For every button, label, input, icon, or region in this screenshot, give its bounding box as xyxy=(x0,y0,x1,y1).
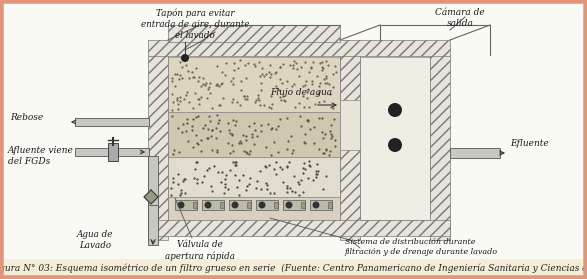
Bar xyxy=(283,200,305,210)
Bar xyxy=(75,118,149,126)
Circle shape xyxy=(204,201,211,208)
Bar xyxy=(220,202,224,208)
Bar xyxy=(148,205,158,245)
Bar xyxy=(247,202,251,208)
Bar xyxy=(340,100,360,150)
Text: Agua de
Lavado: Agua de Lavado xyxy=(77,230,113,250)
Bar xyxy=(148,156,158,231)
Text: Cámara de
salida: Cámara de salida xyxy=(435,8,485,28)
Bar xyxy=(450,148,500,158)
Bar xyxy=(168,25,340,42)
Text: Flujo de agua: Flujo de agua xyxy=(270,88,332,97)
Bar xyxy=(148,220,450,236)
Circle shape xyxy=(388,138,402,152)
Bar xyxy=(360,57,430,220)
Text: Rebose: Rebose xyxy=(10,114,43,122)
Bar xyxy=(328,202,332,208)
Bar xyxy=(229,200,251,210)
Bar xyxy=(301,202,305,208)
Bar xyxy=(430,55,450,240)
Bar xyxy=(108,143,118,161)
Circle shape xyxy=(181,54,189,62)
Bar xyxy=(274,202,278,208)
Bar xyxy=(310,200,332,210)
Bar xyxy=(75,148,149,156)
Circle shape xyxy=(388,103,402,117)
Text: Sistema de distribución durante
filtración y de drenaje durante lavado: Sistema de distribución durante filtraci… xyxy=(345,238,498,256)
Polygon shape xyxy=(144,190,158,204)
Bar xyxy=(256,200,278,210)
Text: Afluente viene
del FGDs: Afluente viene del FGDs xyxy=(8,146,74,166)
Circle shape xyxy=(285,201,292,208)
Bar xyxy=(168,197,340,222)
Text: Figura N° 03: Esquema isométrico de un filtro grueso en serie  (Fuente: Centro P: Figura N° 03: Esquema isométrico de un f… xyxy=(0,263,587,273)
Bar xyxy=(202,200,224,210)
Bar xyxy=(168,157,340,197)
Circle shape xyxy=(177,201,184,208)
Text: Efluente: Efluente xyxy=(510,140,549,148)
Text: Válvula de
apertura rápida: Válvula de apertura rápida xyxy=(165,240,235,261)
Bar xyxy=(168,112,340,157)
Bar xyxy=(148,55,168,240)
Circle shape xyxy=(231,201,238,208)
Bar xyxy=(175,200,197,210)
Circle shape xyxy=(312,201,319,208)
Bar xyxy=(4,259,583,277)
Bar xyxy=(148,40,450,56)
Bar xyxy=(168,57,340,112)
Bar xyxy=(340,55,360,240)
Text: Tapón para evitar
entrada de aire, durante
el lavado: Tapón para evitar entrada de aire, duran… xyxy=(141,8,249,40)
Circle shape xyxy=(258,201,265,208)
Bar xyxy=(193,202,197,208)
